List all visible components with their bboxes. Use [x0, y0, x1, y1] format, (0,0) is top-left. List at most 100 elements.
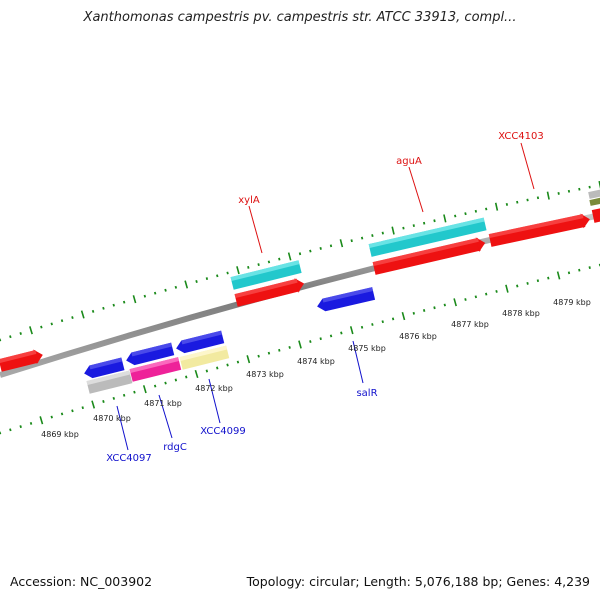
inner-tick-31: [319, 337, 322, 341]
inner-tick-49: [505, 284, 509, 293]
inner-tick-29: [298, 340, 302, 349]
inner-tick-26: [267, 351, 271, 355]
inner-tick-37: [381, 320, 384, 324]
inner-tick-15: [153, 384, 157, 388]
gene-XCC4097-gray[interactable]: [86, 370, 133, 394]
inner-tick-5: [50, 415, 53, 419]
outer-tick-18: [184, 280, 189, 289]
outer-tick-55: [567, 189, 571, 193]
inner-tick-16: [164, 381, 167, 385]
outer-tick-17: [174, 285, 178, 289]
outer-tick-12: [122, 300, 126, 304]
gene-blue-arrow-1[interactable]: [83, 357, 125, 380]
genome-summary-text: Topology: circular; Length: 5,076,188 bp…: [246, 574, 590, 589]
outer-tick-51: [526, 198, 529, 202]
feature-labels: xylA aguA XCC4103 salR XCC4099 rdgC XCC4…: [106, 131, 544, 464]
inner-tick-53: [547, 276, 550, 280]
gene-salR-arrow[interactable]: [316, 287, 376, 313]
gene-blue-arrow-2[interactable]: [125, 342, 175, 367]
outer-tick-36: [371, 234, 374, 238]
outer-tick-4: [40, 325, 43, 329]
tick-label-4871: 4871 kbp: [144, 399, 182, 408]
outer-tick-48: [494, 202, 499, 211]
outer-tick-24: [247, 265, 250, 269]
outer-tick-40: [412, 224, 415, 228]
inner-tick-17: [174, 378, 178, 382]
inner-tick-39: [401, 311, 406, 321]
inner-tick-7: [71, 409, 74, 413]
inner-tick-52: [536, 279, 540, 283]
outer-tick-50: [516, 200, 519, 204]
inner-tick-23: [236, 360, 240, 364]
label-xylA[interactable]: xylA: [238, 195, 260, 206]
inner-tick-32: [329, 334, 333, 338]
gene-XCC4103-arrow[interactable]: [488, 212, 592, 248]
gene-xylA-arrow[interactable]: [230, 260, 302, 290]
outer-tick-31: [319, 246, 322, 250]
inner-tick-46: [474, 295, 478, 299]
outer-tick-6: [60, 319, 64, 323]
outer-tick-15: [153, 291, 157, 295]
label-salR[interactable]: salR: [356, 388, 377, 399]
tick-label-4875: 4875 kbp: [348, 344, 386, 353]
label-XCC4099[interactable]: XCC4099: [200, 426, 246, 437]
label-XCC4097[interactable]: XCC4097: [106, 453, 152, 464]
outer-tick-8: [80, 310, 85, 319]
outer-tick-41: [423, 221, 426, 225]
gene-aguA-red-arrow[interactable]: [372, 236, 486, 276]
gene-aguA-cyan-arrow[interactable]: [368, 217, 487, 257]
inner-tick-1: [9, 428, 12, 432]
outer-tick-47: [485, 207, 488, 211]
inner-tick-44: [453, 298, 457, 307]
label-leader-lines: [116, 142, 535, 451]
gene-edge-gray-box[interactable]: [588, 189, 600, 199]
label-rdgC[interactable]: rdgC: [163, 442, 187, 453]
inner-tick-54: [556, 271, 561, 280]
tick-label-4876: 4876 kbp: [399, 332, 437, 341]
outer-tick-1: [9, 335, 12, 339]
gene-blue-arrow-3[interactable]: [175, 330, 225, 355]
outer-tick-44: [454, 214, 457, 218]
outer-tick-10: [102, 306, 105, 310]
gene-red-arrow-under-xylA[interactable]: [234, 276, 306, 307]
label-XCC4103[interactable]: XCC4103: [498, 131, 544, 142]
inner-tick-14: [142, 385, 147, 394]
inner-tick-57: [588, 266, 591, 270]
inner-tick-24: [246, 355, 251, 364]
gene-arrow-left-red[interactable]: [0, 348, 45, 373]
inner-tick-30: [309, 340, 312, 344]
outer-tick-11: [112, 303, 115, 307]
outer-tick-42: [433, 219, 436, 223]
outer-tick-26: [267, 260, 271, 264]
outer-tick-9: [91, 309, 95, 313]
inner-tick-42: [433, 306, 436, 310]
inner-tick-47: [485, 292, 488, 296]
inner-tick-13: [133, 390, 136, 394]
outer-tick-54: [557, 192, 560, 195]
outer-tick-38: [391, 226, 395, 235]
outer-tick-52: [536, 196, 540, 200]
outer-tick-45: [464, 212, 467, 216]
gene-edge-red-arrow[interactable]: [591, 207, 600, 223]
label-aguA[interactable]: aguA: [396, 156, 422, 167]
outer-tick-19: [195, 280, 198, 283]
inner-tick-38: [391, 317, 395, 321]
outer-tick-39: [402, 226, 405, 230]
gene-rdgC-pink[interactable]: [129, 357, 182, 382]
inner-tick-36: [371, 323, 374, 326]
outer-tick-58: [598, 180, 600, 189]
outer-tick-22: [226, 271, 229, 275]
outer-tick-56: [578, 187, 581, 191]
inner-tick-28: [288, 345, 291, 349]
tick-label-4872: 4872 kbp: [195, 384, 233, 393]
outer-tick-ring: [0, 180, 600, 342]
outer-tick-7: [71, 316, 74, 320]
outer-tick-32: [329, 244, 333, 248]
outer-tick-21: [216, 274, 219, 278]
outer-tick-46: [474, 209, 477, 213]
gene-edge-olive-box[interactable]: [589, 197, 600, 206]
outer-tick-29: [298, 252, 302, 256]
gene-XCC4099-yellow[interactable]: [179, 345, 230, 370]
inner-tick-22: [226, 363, 229, 367]
